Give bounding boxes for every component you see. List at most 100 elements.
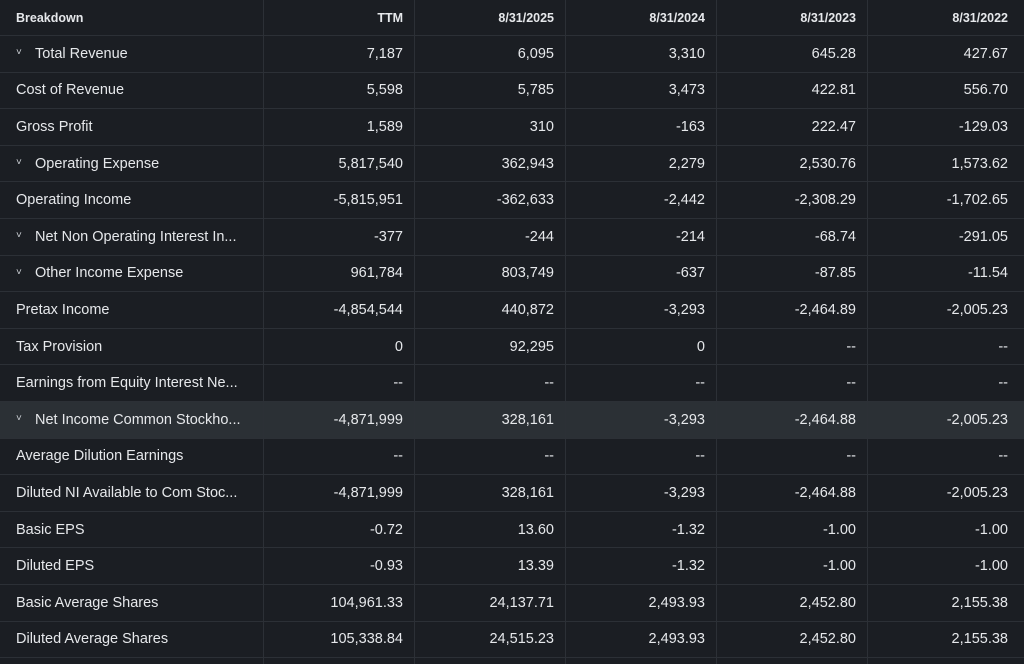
row-value-cell: -0.93 <box>264 548 415 584</box>
row-value-cell: 2,530.76 <box>717 145 868 182</box>
table-row: Diluted Average Shares 105,338.84 24,515.2… <box>0 621 1024 659</box>
row-label[interactable]: ˅ Net Non Operating Interest In... <box>0 218 264 255</box>
row-value-cell: -2,464.88 <box>717 475 868 511</box>
row-value-cell: -637 <box>566 255 717 292</box>
filler-cell <box>868 658 1023 664</box>
header-col-ttm[interactable]: TTM <box>264 0 415 35</box>
row-value-cell: -68.74 <box>717 218 868 255</box>
table-row: Average Dilution Earnings -- -- -- -- -- <box>0 438 1024 476</box>
row-label: Tax Provision <box>0 328 264 365</box>
row-label: Earnings from Equity Interest Ne... <box>0 365 264 401</box>
row-value-cell: -3,293 <box>566 475 717 511</box>
row-value-cell: 222.47 <box>717 109 868 145</box>
row-value-cell: -2,464.88 <box>717 401 868 438</box>
row-label-text: Diluted Average Shares <box>16 631 169 648</box>
row-value-cell: -1.00 <box>974 521 1008 538</box>
table-row: Tax Provision 0 92,295 0 -- -- <box>0 328 1024 366</box>
row-label: Diluted NI Available to Com Stoc... <box>0 475 264 511</box>
row-value-cell: -- <box>566 365 717 401</box>
row-label-text: Earnings from Equity Interest Ne... <box>16 375 238 392</box>
filler-cell <box>566 658 717 664</box>
row-label-text: Diluted NI Available to Com Stoc... <box>16 484 238 501</box>
row-value-cell: -- <box>415 365 566 401</box>
row-value-cell: 2,493.93 <box>566 621 717 658</box>
chevron-down-icon[interactable]: ˅ <box>16 230 22 242</box>
row-value-cell: 24,137.71 <box>415 584 566 621</box>
table-row: Diluted EPS -0.93 13.39 -1.32 -1.00 -1.00 <box>0 548 1024 585</box>
row-value-cell: -3,293 <box>566 401 717 438</box>
row-value-cell: 422.81 <box>717 72 868 109</box>
chevron-down-icon[interactable]: ˅ <box>16 266 22 278</box>
row-value-cell: 1,573.62 <box>951 155 1008 172</box>
row-value-cell: -0.72 <box>264 511 415 548</box>
row-value-cell: -- <box>998 375 1008 392</box>
table-row[interactable]: ˅ Other Income Expense 961,784 803,749 -637-… <box>0 255 1024 293</box>
row-value-cell: -- <box>998 448 1008 465</box>
table-row: Earnings from Equity Interest Ne... -- -- -… <box>0 365 1024 402</box>
row-label[interactable]: ˅ Operating Expense <box>0 145 264 182</box>
row-value-cell: -2,005.23 <box>946 301 1008 318</box>
row-value-cell: 0 <box>264 328 415 365</box>
table-row: Pretax Income -4,854,544 440,872 -3,293 -2,4… <box>0 292 1024 329</box>
row-value-cell: 362,943 <box>415 145 566 182</box>
row-label[interactable]: ˅ Total Revenue <box>0 36 264 72</box>
table-row: Operating Income -5,815,951 -362,633 -2,442… <box>0 182 1024 219</box>
filler-cell <box>264 658 415 664</box>
row-value-cell: 5,785 <box>415 72 566 109</box>
table-row[interactable]: ˅ Net Non Operating Interest In... -377 -24… <box>0 218 1024 256</box>
row-value-cell: 2,493.93 <box>566 584 717 621</box>
row-label-text: Net Non Operating Interest In... <box>35 228 237 245</box>
row-value-cell: -291.05 <box>958 228 1008 245</box>
row-value-cell: -163 <box>566 109 717 145</box>
row-value-cell: 2,155.38 <box>951 631 1008 648</box>
header-col-2023[interactable]: 8/31/2023 <box>717 0 868 35</box>
row-value-cell: -5,815,951 <box>264 182 415 218</box>
row-value-cell: -- <box>998 338 1008 355</box>
row-label-text: Total Revenue <box>35 45 128 62</box>
filler-cell <box>717 658 868 664</box>
table-row: Diluted NI Available to Com Stoc... -4,87… <box>0 475 1024 512</box>
row-value-cell: -2,308.29 <box>717 182 868 218</box>
row-value-cell: 961,784 <box>264 255 415 292</box>
row-label[interactable]: ˅ Other Income Expense <box>0 255 264 292</box>
row-value-cell: -1.00 <box>717 548 868 584</box>
header-col-2022[interactable]: 8/31/2022 <box>952 10 1008 25</box>
row-label: Diluted EPS <box>0 548 264 584</box>
chevron-down-icon[interactable]: ˅ <box>16 47 22 59</box>
row-value-cell: -129.03 <box>958 118 1008 135</box>
row-value-cell: -1.32 <box>566 511 717 548</box>
header-col-2024[interactable]: 8/31/2024 <box>566 0 717 35</box>
row-label: Basic EPS <box>0 511 264 548</box>
header-col-2025[interactable]: 8/31/2025 <box>415 0 566 35</box>
row-label-text: Gross Profit <box>16 118 93 135</box>
table-row[interactable]: ˅ Net Income Common Stockho... -4,871,999 3… <box>0 401 1024 439</box>
row-value-cell: 24,515.23 <box>415 621 566 658</box>
row-value-cell: 328,161 <box>415 401 566 438</box>
row-label[interactable]: ˅ Net Income Common Stockho... <box>0 401 264 438</box>
row-label-text: Basic Average Shares <box>16 594 159 611</box>
table-row[interactable]: ˅ Operating Expense 5,817,540 362,943 2,279 2… <box>0 145 1024 183</box>
row-value-cell: 310 <box>415 109 566 145</box>
filler-cell <box>415 658 566 664</box>
row-value-cell: 2,155.38 <box>951 594 1008 611</box>
row-value-cell: -- <box>717 438 868 475</box>
row-label: Operating Income <box>0 182 264 218</box>
row-value-cell: -4,854,544 <box>264 292 415 328</box>
row-value-cell: 556.70 <box>963 82 1008 99</box>
chevron-down-icon[interactable]: ˅ <box>16 157 22 169</box>
row-value-cell: 0 <box>566 328 717 365</box>
row-label: Basic Average Shares <box>0 584 264 621</box>
row-label: Gross Profit <box>0 109 264 145</box>
row-value-cell: 92,295 <box>415 328 566 365</box>
row-value-cell: -2,005.23 <box>946 484 1008 501</box>
row-label: Pretax Income <box>0 292 264 328</box>
row-label: Average Dilution Earnings <box>0 438 264 475</box>
table-row[interactable]: ˅ Total Revenue 7,187 6,095 3,310 645.28 427.6… <box>0 36 1024 73</box>
row-value-cell: 1,589 <box>264 109 415 145</box>
chevron-down-icon[interactable]: ˅ <box>16 413 22 425</box>
row-value-cell: -87.85 <box>717 255 868 292</box>
row-label-text: Tax Provision <box>16 338 103 355</box>
row-value-cell: 427.67 <box>963 45 1008 62</box>
row-label: Cost of Revenue <box>0 72 264 109</box>
table-row: Basic Average Shares 104,961.33 24,137.71 2… <box>0 584 1024 622</box>
